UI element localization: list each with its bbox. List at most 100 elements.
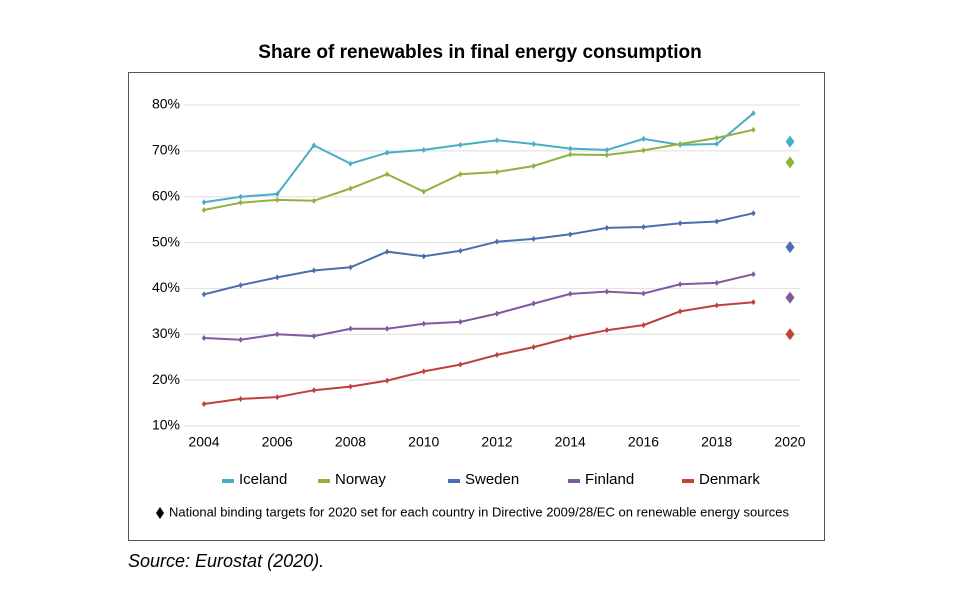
point [238,336,243,343]
point [348,325,353,332]
point [531,235,536,242]
point [458,247,463,254]
point [275,331,280,338]
note-marker [156,507,164,519]
point [604,288,610,295]
point [201,291,207,298]
y-tick-label: 50% [152,233,180,249]
point [201,334,207,341]
point [604,327,610,334]
x-tick-label: 2006 [262,434,293,450]
point [238,193,243,200]
point [311,267,317,274]
point [275,196,280,203]
point [751,110,756,117]
x-tick-label: 2008 [335,434,366,450]
point [384,248,390,255]
point [421,320,426,327]
point [311,333,317,340]
point [568,334,573,341]
y-tick-label: 20% [152,371,180,387]
point [421,146,426,153]
target-marker [785,328,795,341]
point [641,290,646,297]
point [568,151,573,158]
legend-label: Norway [335,471,386,488]
point [311,142,317,149]
point [494,310,500,317]
point [604,146,610,153]
y-tick-label: 40% [152,279,180,295]
point [238,282,243,289]
target-marker [785,241,795,254]
point [201,207,207,214]
point [751,126,756,133]
point [458,318,463,325]
note: National binding targets for 2020 set fo… [169,504,790,519]
point [531,162,536,169]
x-tick-label: 2016 [628,434,659,450]
point [641,147,646,154]
legend-label: Iceland [239,471,287,488]
point [751,210,756,217]
point [458,171,463,178]
series-line [203,301,754,405]
point [751,299,756,306]
chart-frame [128,72,825,541]
point [421,368,426,375]
point [677,220,683,227]
point [201,400,207,407]
point [384,149,390,156]
y-tick-label: 10% [152,417,180,433]
target-marker [785,156,795,169]
point [531,140,536,147]
point [348,185,353,192]
point [494,351,500,358]
point [384,377,390,384]
point [531,300,536,307]
x-tick-label: 2010 [408,434,439,450]
point [641,322,646,329]
point [604,224,610,231]
series-line [203,112,755,204]
point [714,279,719,286]
y-tick-label: 60% [152,187,180,203]
point [714,302,719,309]
point [458,141,463,148]
source: Source: Eurostat (2020). [128,551,324,571]
point [751,271,756,278]
series-line [203,212,754,296]
point [275,274,280,281]
point [714,135,719,142]
point [641,135,646,142]
point [275,190,280,197]
series-line [203,128,754,211]
point [384,325,390,332]
point [384,171,390,178]
point [677,281,683,288]
point [568,145,573,152]
point [714,218,719,225]
point [494,137,500,144]
x-tick-label: 2012 [481,434,512,450]
point [348,383,353,390]
point [677,140,683,147]
y-tick-label: 30% [152,325,180,341]
point [348,160,353,167]
x-tick-label: 2018 [701,434,732,450]
point [238,199,243,206]
legend-label: Denmark [699,471,760,488]
target-marker [785,135,795,148]
x-tick-label: 2020 [774,434,805,450]
point [421,253,426,260]
point [494,168,500,175]
chart-title: Share of renewables in final energy cons… [258,42,701,63]
legend-label: Finland [585,471,634,488]
point [311,387,317,394]
point [531,344,536,351]
point [275,394,280,401]
point [604,151,610,158]
point [677,308,683,315]
point [421,188,426,195]
